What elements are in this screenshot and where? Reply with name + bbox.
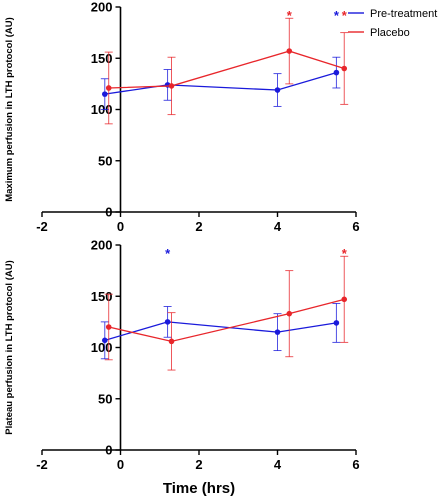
data-point bbox=[168, 338, 175, 345]
legend-entry: Pre-treatment bbox=[370, 8, 437, 20]
data-point bbox=[286, 48, 293, 54]
data-point bbox=[333, 69, 340, 76]
data-point bbox=[164, 319, 171, 325]
significance-star: * bbox=[342, 8, 348, 23]
y-tick-label: 50 bbox=[98, 391, 112, 406]
series-line bbox=[104, 321, 337, 341]
x-tick-label: 2 bbox=[195, 219, 202, 234]
significance-star: * bbox=[334, 8, 340, 23]
y-tick-label: 0 bbox=[105, 443, 112, 458]
x-tick-label: 0 bbox=[117, 219, 124, 234]
data-point bbox=[105, 85, 112, 91]
y-tick-label: 0 bbox=[105, 205, 112, 220]
data-point bbox=[168, 83, 175, 89]
significance-star: * bbox=[342, 246, 348, 261]
x-tick-label: 4 bbox=[274, 219, 282, 234]
data-point bbox=[274, 87, 281, 93]
significance-star: * bbox=[287, 8, 293, 23]
series-pre-treatment bbox=[100, 302, 341, 360]
x-axis-label: Time (hrs) bbox=[163, 480, 235, 497]
legend-entry: Placebo bbox=[370, 27, 410, 39]
series-line bbox=[104, 71, 337, 95]
series-pre-treatment bbox=[100, 56, 341, 110]
data-point bbox=[341, 65, 348, 72]
y-tick-label: 100 bbox=[91, 340, 113, 355]
x-tick-label: 4 bbox=[274, 457, 282, 472]
y-tick-label: 200 bbox=[91, 238, 113, 253]
data-point bbox=[274, 329, 281, 335]
series-placebo bbox=[104, 255, 349, 371]
data-point bbox=[333, 320, 340, 326]
y-axis-label: Maximum perfusion in LTH protocol (AU) bbox=[4, 17, 15, 202]
x-tick-label: 0 bbox=[117, 457, 124, 472]
chart-panel-2: 0 50 100 150 200 -2 0 2 4 6 Plateau perfusion in L… bbox=[4, 238, 360, 498]
data-point bbox=[105, 324, 112, 330]
y-tick-label: 150 bbox=[91, 51, 113, 66]
y-tick-label: 50 bbox=[98, 153, 112, 168]
data-point bbox=[286, 310, 293, 317]
legend: Pre-treatment Placebo bbox=[348, 8, 437, 39]
x-tick-label: -2 bbox=[36, 457, 48, 472]
data-point bbox=[102, 91, 108, 97]
x-tick-label: -2 bbox=[36, 219, 48, 234]
series-placebo bbox=[104, 17, 349, 125]
series-line bbox=[108, 50, 345, 89]
y-axis-label: Plateau perfusion in LTH protocol (AU) bbox=[4, 260, 15, 435]
x-tick-label: 6 bbox=[352, 457, 359, 472]
y-tick-label: 150 bbox=[91, 289, 113, 304]
y-tick-label: 200 bbox=[91, 0, 113, 15]
series-line bbox=[108, 298, 345, 343]
data-point bbox=[102, 337, 108, 344]
data-point bbox=[341, 296, 348, 303]
x-tick-label: 6 bbox=[352, 219, 359, 234]
significance-star: * bbox=[165, 246, 171, 261]
x-tick-label: 2 bbox=[195, 457, 202, 472]
